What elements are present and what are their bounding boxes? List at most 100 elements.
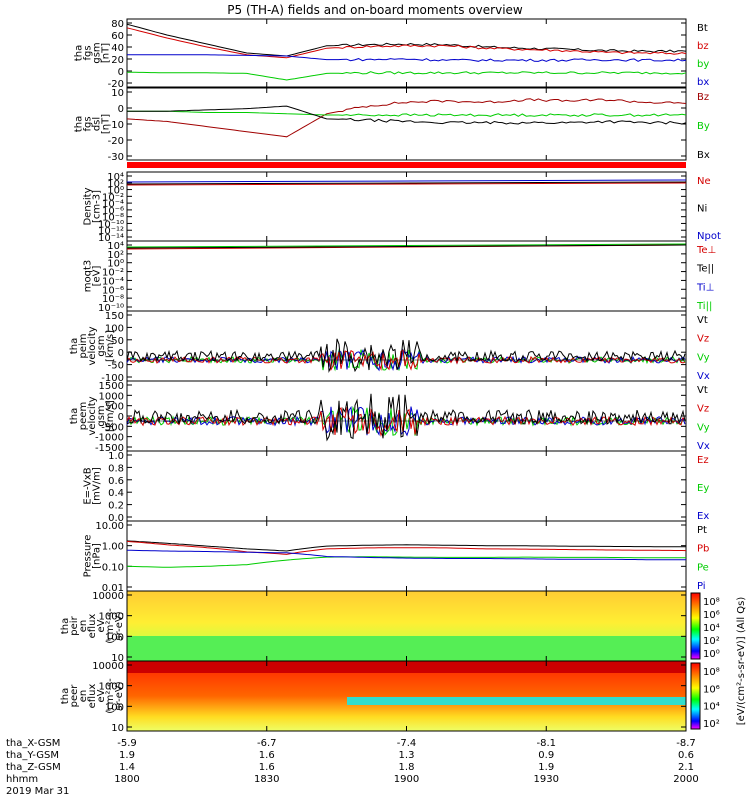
legend-entry: Vz <box>697 334 709 345</box>
y-tick-label: -50 <box>108 361 124 372</box>
legend-entry: bx <box>697 77 709 88</box>
colorbar-tick-label: 10² <box>703 719 720 730</box>
x-tick-label: -6.7 <box>257 738 277 749</box>
panel-2: 10 0 -10 -20 -30 thafgsdsl[nT] Bz By Bx <box>74 87 710 163</box>
y-tick-label: 0 <box>118 104 124 115</box>
y-tick-label: 60 <box>111 31 124 42</box>
colorbar-tick-label: 10⁰ <box>703 649 720 660</box>
legend-entry: Ni <box>697 204 707 215</box>
y-tick-label: 10⁻² <box>102 192 124 203</box>
y-axis-label-line: gsm <box>96 405 107 426</box>
y-tick-label: 10.00 <box>95 521 124 532</box>
legend-entry: Ez <box>697 455 709 466</box>
y-tick-label: -30 <box>108 152 124 163</box>
y-tick-label: -20 <box>108 79 124 90</box>
y-tick-label: 10⁻¹⁰ <box>98 303 124 314</box>
x-tick-label: -7.4 <box>397 738 417 749</box>
legend-entry: by <box>697 59 709 70</box>
x-tick-label: -8.1 <box>536 738 556 749</box>
panel-3: 10⁴10²10⁰10⁻²10⁻⁴10⁻⁶10⁻⁸10⁻¹⁰10⁻¹²10⁻¹⁴… <box>83 171 721 244</box>
colorbar-tick-label: 10⁸ <box>703 667 720 678</box>
y-tick-label: 10000 <box>92 591 124 602</box>
y-tick-label: 10⁻⁴ <box>102 199 124 210</box>
colorbar-tick-label: 10⁸ <box>703 597 720 608</box>
legend-entry: Bx <box>697 150 710 161</box>
x-tick-label: 1.6 <box>259 762 275 773</box>
colorbar-scale <box>690 662 701 730</box>
y-axis-label: Density[cm-3] <box>83 187 103 225</box>
colorbar: 10⁸ 10⁶ 10⁴ 10² 10⁰ <box>690 592 720 660</box>
series-line <box>127 105 687 125</box>
y-axis-label: thapeerenefluxeV(cm²-s-sr-eV) <box>60 678 125 714</box>
y-axis-label-line: peer <box>69 684 80 708</box>
panel-10: 10000 1000 100 10 thapeerenefluxeV(cm²-s-sr-… <box>60 660 687 734</box>
y-axis-label-line: peir <box>69 615 80 635</box>
y-axis-label-line: [nT] <box>101 43 112 63</box>
y-tick-label: 10 <box>111 723 124 734</box>
series-line <box>127 54 687 62</box>
y-axis-label-line: eV <box>96 689 107 702</box>
y-axis-label-line: (cm²-s- <box>105 608 116 644</box>
y-axis-label-line: [km/s] <box>105 400 116 432</box>
y-axis-label-line: gsm <box>96 335 107 356</box>
series-line <box>126 338 686 374</box>
legend-entry: Te⊥ <box>696 245 716 256</box>
y-tick-label: 10 <box>111 653 124 664</box>
y-axis-label-line: fgs <box>83 45 94 60</box>
y-tick-label: 10² <box>107 250 124 261</box>
y-tick-label: 10⁻¹² <box>98 226 124 237</box>
x-tick-label: 1.3 <box>399 750 415 761</box>
y-tick-label: -20 <box>108 136 124 147</box>
legend-entry: Vt <box>697 385 708 396</box>
y-axis-label: thapeimvelocitygsm[km/s] <box>69 326 116 365</box>
y-tick-label: 1000 <box>99 612 124 623</box>
y-axis-label-line: E=-VxB <box>83 467 94 504</box>
series-line <box>126 407 686 437</box>
y-axis-label: Pressure[nPa] <box>83 535 103 578</box>
legend-entry: Npot <box>697 231 721 242</box>
colorbar-scale <box>690 592 701 660</box>
y-tick-label: 150 <box>105 311 124 322</box>
y-axis-label-line: tha <box>60 688 71 704</box>
y-tick-label: 20 <box>111 55 124 66</box>
y-axis-label-line: [km/s] <box>105 330 116 362</box>
y-axis-label-line: [nPa] <box>92 543 103 569</box>
y-tick-label: 0.6 <box>108 476 124 487</box>
y-tick-label: 10⁻¹⁴ <box>98 233 124 244</box>
y-axis-label-line: [mV/m] <box>92 467 103 505</box>
y-axis-label: thapeemvelocitygsm[km/s] <box>69 396 116 435</box>
legend-entry: Ex <box>697 511 709 522</box>
x-tick-label: 1800 <box>114 774 139 785</box>
panel-7: 1.00.8 0.60.4 0.20.0 E=-VxB[mV/m] Ez Ey Ex <box>83 450 709 524</box>
colorbar-label: [eV/(cm²-s-sr-eV)] (All Qs) <box>736 597 747 726</box>
spectrogram-band <box>347 697 686 705</box>
y-tick-label: 100 <box>105 323 124 334</box>
legend-entry: Vz <box>697 404 709 415</box>
panel-frame <box>126 310 687 382</box>
x-row-label: tha_Y-GSM <box>6 750 59 761</box>
date-label: 2019 Mar 31 <box>6 786 69 797</box>
series-line <box>127 549 686 561</box>
series-line <box>126 182 687 186</box>
x-tick-label: 1.9 <box>538 762 554 773</box>
legend-entry: Bz <box>697 92 709 103</box>
y-axis-label-line: gsm <box>92 42 103 63</box>
y-axis-label-line: tha <box>69 338 80 354</box>
y-axis-label: moqt3[eV] <box>83 260 103 293</box>
y-tick-label: 100 <box>105 632 124 643</box>
y-tick-label: 1000 <box>99 682 124 693</box>
y-axis-label-line: tha <box>69 408 80 424</box>
x-tick-label: 1.8 <box>399 762 415 773</box>
panel-8: 10.00 1.00 0.10 0.01 Pressure[nPa] Pt Pb Pe Pi <box>83 520 709 594</box>
colorbar-tick-label: 10² <box>703 636 720 647</box>
x-row-label: tha_Z-GSM <box>6 762 61 773</box>
legend-entry: Pi <box>697 581 706 592</box>
legend-entry: bz <box>697 41 709 52</box>
y-tick-label: 0.01 <box>102 583 124 594</box>
y-axis-label-line: eflux <box>87 614 98 639</box>
series-line <box>126 556 686 568</box>
legend-entry: Vt <box>697 315 708 326</box>
